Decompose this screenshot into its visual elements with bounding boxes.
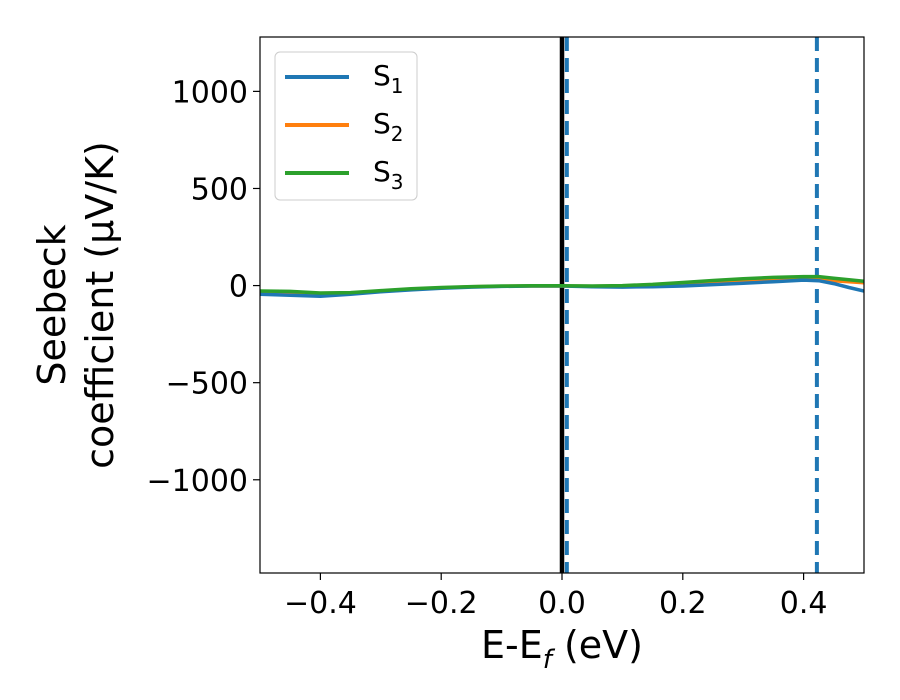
y-axis-label-line1: Seebeck	[30, 224, 74, 385]
y-tick-label: 0	[229, 270, 248, 305]
x-ticks: −0.4 −0.2 0.0 0.2 0.4	[284, 573, 827, 621]
legend-label-s3-main: S	[373, 155, 391, 188]
x-axis-label: E-Ef (eV)	[481, 623, 643, 675]
legend-label-s2-main: S	[373, 107, 391, 140]
y-axis-label: Seebeck coefficient (μV/K)	[30, 141, 122, 469]
y-tick-label: 1000	[172, 75, 248, 110]
legend-label-s1: S1	[373, 59, 404, 98]
reference-lines	[559, 37, 819, 573]
legend-label-s1-sub: 1	[391, 74, 404, 98]
y-ticks: 1000 500 0 −500 −1000	[147, 75, 260, 499]
legend-label-s1-main: S	[373, 59, 391, 92]
x-tick-label: 0.0	[538, 586, 586, 621]
y-tick-label: −500	[166, 367, 248, 402]
x-tick-label: 0.4	[780, 586, 828, 621]
x-axis-label-main: E-E	[481, 623, 543, 667]
legend-label-s3-sub: 3	[391, 170, 404, 194]
y-axis-label-line2: coefficient (μV/K)	[78, 141, 122, 469]
x-tick-label: −0.4	[284, 586, 357, 621]
x-tick-label: 0.2	[659, 586, 707, 621]
series-lines	[260, 274, 864, 299]
y-tick-label: −1000	[147, 464, 248, 499]
legend: S1 S2 S3	[274, 51, 418, 201]
x-tick-label: −0.2	[405, 586, 478, 621]
series-line-s3	[260, 274, 864, 295]
y-tick-label: 500	[191, 172, 248, 207]
legend-label-s3: S3	[373, 155, 404, 194]
legend-label-s2-sub: 2	[391, 122, 404, 146]
x-axis-label-unit: (eV)	[552, 623, 643, 667]
legend-label-s2: S2	[373, 107, 404, 146]
